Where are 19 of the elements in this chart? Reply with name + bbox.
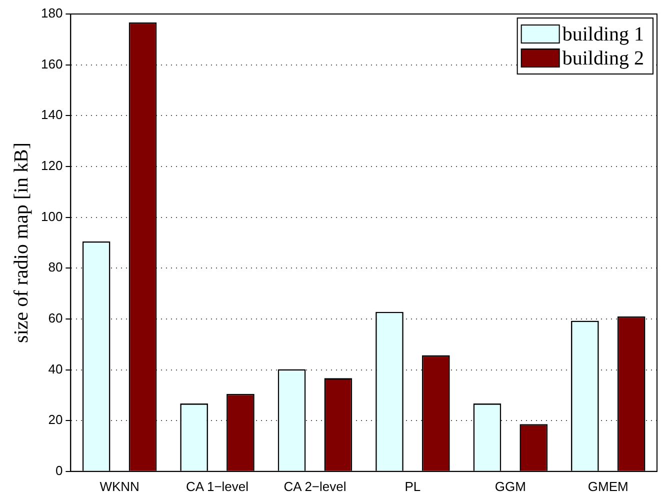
legend-label: building 2 [562, 47, 644, 70]
y-axis-title: size of radio map [in kB] [10, 142, 32, 343]
y-tick-label: 60 [48, 310, 63, 326]
y-tick-label: 20 [48, 412, 63, 428]
y-tick-label: 160 [40, 56, 63, 72]
legend-label: building 1 [562, 23, 644, 46]
x-tick-label: CA 1−level [186, 478, 249, 494]
x-tick-label: WKNN [100, 478, 140, 494]
x-tick-label: GGM [494, 478, 526, 494]
y-tick-label: 0 [55, 462, 63, 478]
x-tick-label: GMEM [588, 478, 628, 494]
x-tick-label: PL [404, 478, 421, 494]
y-tick-label: 40 [48, 361, 63, 376]
y-tick-label: 120 [40, 158, 63, 174]
y-tick-label: 180 [40, 6, 63, 21]
y-tick-label: 140 [40, 107, 63, 122]
y-tick-label: 100 [40, 208, 63, 224]
y-tick-label: 80 [48, 260, 63, 275]
x-tick-label: CA 2−level [284, 478, 346, 494]
